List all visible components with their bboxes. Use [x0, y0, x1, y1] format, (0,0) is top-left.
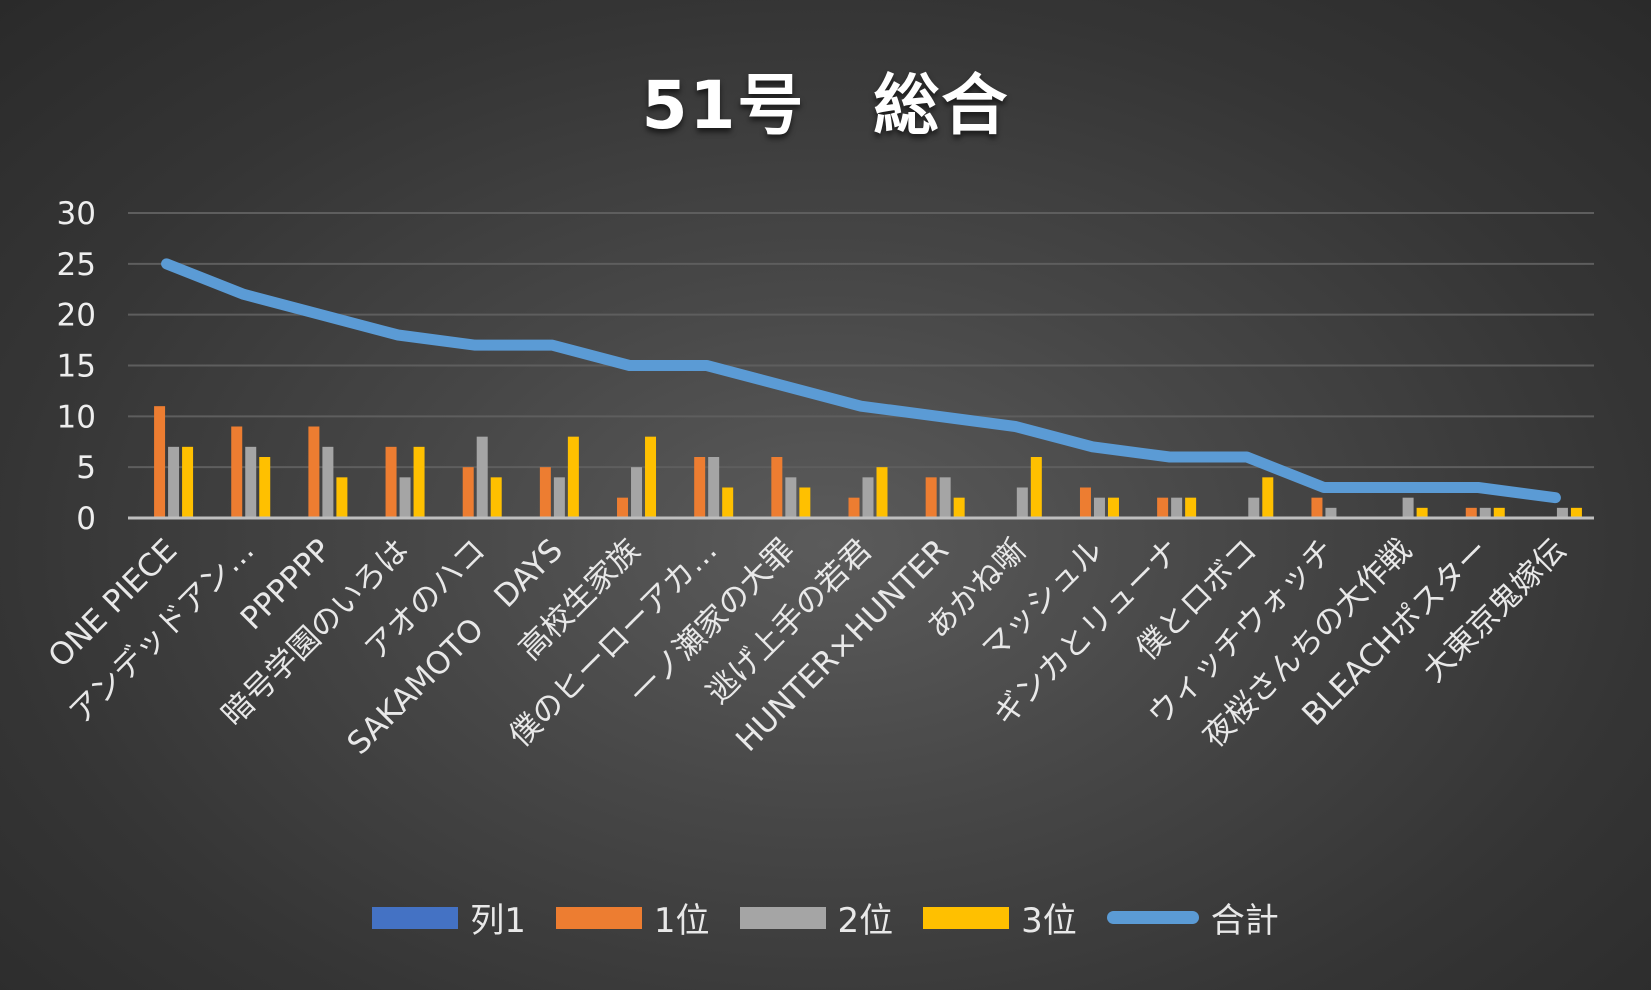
y-axis-ticks: 0 5 10 15 20 25 30: [57, 196, 96, 537]
bar-1位-9: [848, 497, 860, 518]
bar-2位-4: [476, 436, 488, 518]
bar-2位-6: [631, 467, 643, 518]
bar-1位-1: [231, 426, 243, 518]
bar-2位-7: [708, 457, 720, 518]
bar-2位-9: [862, 477, 874, 518]
bar-3位-9: [876, 467, 888, 518]
bar-1位-8: [771, 457, 783, 518]
bar-3位-12: [1107, 497, 1119, 518]
bar-3位-14: [1262, 477, 1274, 518]
legend-swatch: [1106, 911, 1199, 924]
gridlines: [128, 212, 1594, 469]
bar-3位-7: [722, 487, 734, 518]
bar-2位-16: [1402, 497, 1414, 518]
bar-1位-7: [694, 457, 706, 518]
legend-item: 列1: [372, 893, 526, 942]
y-tick-label: 30: [57, 196, 96, 232]
bar-3位-5: [567, 436, 579, 518]
legend-label: 1位: [653, 901, 710, 941]
bar-1位-6: [617, 497, 629, 518]
bar-1位-17: [1465, 507, 1477, 518]
y-tick-label: 10: [57, 399, 96, 435]
bar-1位-12: [1079, 487, 1091, 518]
bar-3位-17: [1493, 507, 1505, 518]
bar-3位-3: [413, 446, 425, 518]
bar-2位-2: [322, 446, 334, 518]
bar-1位-2: [308, 426, 320, 518]
legend-item: 2位: [739, 893, 894, 942]
bar-series: [154, 406, 1582, 518]
bar-2位-11: [1016, 487, 1028, 518]
bar-3位-18: [1570, 507, 1582, 518]
bar-2位-12: [1093, 497, 1105, 518]
bar-2位-8: [785, 477, 797, 518]
x-axis-ticks: ONE PIECEアンデッドアン…PPPPPP暗号学園のいろはアオのハコSAKA…: [42, 532, 1573, 762]
legend-swatch: [372, 906, 459, 929]
y-tick-label: 20: [57, 298, 96, 334]
bar-1位-10: [925, 477, 937, 518]
bar-2位-17: [1479, 507, 1491, 518]
bar-2位-10: [939, 477, 951, 518]
bar-2位-0: [168, 446, 180, 518]
y-tick-label: 5: [76, 450, 96, 486]
bar-2位-14: [1248, 497, 1260, 518]
legend-item: 1位: [555, 893, 710, 942]
bar-3位-4: [490, 477, 502, 518]
legend-swatch: [555, 906, 642, 929]
bar-1位-5: [539, 467, 551, 518]
legend-swatch: [739, 906, 826, 929]
total-line-series: [161, 258, 1561, 504]
bar-2位-5: [553, 477, 565, 518]
bar-3位-1: [259, 457, 271, 518]
bar-3位-0: [182, 446, 194, 518]
bar-2位-15: [1325, 507, 1337, 518]
y-tick-label: 15: [57, 349, 96, 385]
y-tick-label: 0: [76, 501, 96, 537]
bar-3位-16: [1416, 507, 1428, 518]
bar-3位-13: [1185, 497, 1197, 518]
bar-1位-0: [154, 406, 166, 518]
bar-3位-10: [953, 497, 965, 518]
y-tick-label: 25: [57, 247, 96, 283]
legend-label: 合計: [1210, 901, 1279, 941]
legend-label: 列1: [470, 901, 526, 941]
chart-title: 51号 総合: [641, 67, 1010, 144]
bar-3位-2: [336, 477, 348, 518]
bar-1位-3: [385, 446, 397, 518]
bar-1位-4: [462, 467, 474, 518]
legend: 列1 1位 2位 3位 合計: [0, 893, 1651, 942]
bar-1位-15: [1311, 497, 1323, 518]
bar-2位-18: [1556, 507, 1568, 518]
legend-label: 2位: [837, 901, 894, 941]
bar-2位-13: [1171, 497, 1183, 518]
bar-2位-3: [399, 477, 411, 518]
legend-item: 合計: [1106, 893, 1279, 942]
legend-swatch: [923, 906, 1010, 929]
bar-3位-8: [799, 487, 811, 518]
bar-3位-11: [1030, 457, 1042, 518]
bar-1位-13: [1157, 497, 1169, 518]
bar-3位-6: [645, 436, 657, 518]
legend-item: 3位: [923, 893, 1077, 942]
bar-2位-1: [245, 446, 257, 518]
series-line-total: [161, 258, 1561, 504]
legend-label: 3位: [1021, 901, 1077, 941]
